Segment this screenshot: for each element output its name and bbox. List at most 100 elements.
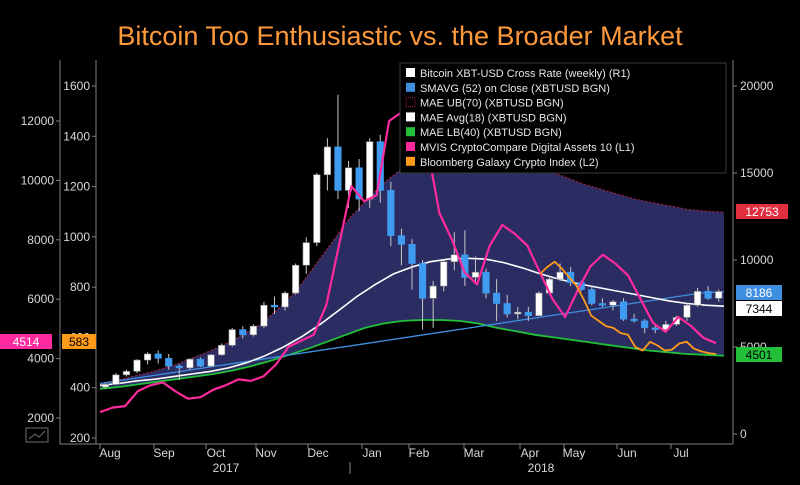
candle	[482, 268, 490, 299]
left-outer-tick-label: 12000	[21, 114, 55, 128]
left-inner-tick-label: 200	[70, 431, 90, 445]
right-tick-label: 15000	[740, 166, 774, 180]
end-labels: 4514 583 12753 8186 7344 4501	[0, 204, 788, 362]
chart-type-icon-frame	[25, 427, 49, 443]
candle-body	[302, 242, 310, 266]
candle	[101, 383, 109, 389]
candle-body	[619, 301, 628, 320]
candle-body	[165, 358, 173, 367]
end-label-text: 12753	[745, 205, 779, 219]
candle	[218, 343, 226, 356]
candle	[165, 353, 173, 370]
candle-body	[228, 329, 236, 346]
candle-body	[292, 264, 300, 294]
candle	[112, 373, 120, 386]
left-outer-tick-label: 2000	[27, 411, 54, 425]
chart-title: Bitcoin Too Enthusiastic vs. the Broader…	[117, 21, 683, 51]
candle-body	[471, 271, 480, 278]
candlesticks	[99, 94, 723, 414]
candle	[693, 287, 702, 307]
candle-body	[715, 291, 723, 299]
candle-body	[503, 303, 511, 315]
candle-body	[524, 311, 532, 316]
candle	[598, 298, 606, 307]
candle-body	[609, 301, 617, 306]
end-label-text: 8186	[746, 286, 773, 300]
candle	[313, 173, 321, 247]
candle	[493, 279, 501, 321]
candle	[133, 359, 141, 374]
candle-body	[281, 292, 289, 308]
right-tick-label: 20000	[740, 79, 774, 93]
end-label-bg	[736, 204, 788, 219]
chart-type-icon	[25, 427, 49, 443]
legend-label: MAE LB(40) (XBTUSD BGN)	[420, 127, 562, 139]
end-label-text: 7344	[746, 302, 773, 316]
end-label-bg	[736, 285, 782, 300]
candle-body	[493, 292, 501, 304]
legend-swatch	[406, 142, 415, 151]
x-tick-label: Mar	[464, 446, 485, 460]
legend-swatch	[406, 68, 415, 77]
candle-body	[196, 358, 205, 367]
legend-label: MAE Avg(18) (XBTUSD BGN)	[420, 112, 567, 124]
candle	[323, 138, 331, 191]
candle	[228, 327, 236, 347]
x-tick-label: Aug	[99, 446, 120, 460]
legend-label: MAE UB(70) (XBTUSD BGN)	[420, 98, 564, 110]
candle-body	[249, 325, 257, 336]
end-label: 12753	[736, 204, 788, 219]
end-label: 4514	[0, 334, 52, 349]
legend-label: Bitcoin XBT-USD Cross Rate (weekly) (R1)	[420, 68, 630, 80]
candle	[408, 239, 416, 290]
candle-body	[323, 146, 331, 176]
candle-body	[122, 371, 131, 376]
x-tick-label: Feb	[409, 446, 430, 460]
candle	[514, 306, 522, 320]
x-tick-label: May	[563, 446, 586, 460]
candle	[154, 350, 162, 364]
x-tick-label: Jun	[617, 446, 636, 460]
candle-body	[683, 304, 691, 318]
candle-body	[482, 271, 490, 294]
legend: Bitcoin XBT-USD Cross Rate (weekly) (R1)…	[399, 62, 727, 174]
candle-body	[186, 358, 194, 369]
candle	[683, 303, 691, 321]
end-label: 8186	[736, 285, 782, 300]
right-tick-label: 10000	[740, 253, 774, 267]
candle-body	[418, 263, 427, 299]
legend-label: SMAVG (52) on Close (XBTUSD BGN)	[420, 83, 610, 95]
series-mae-ub	[99, 148, 725, 385]
candle	[302, 237, 310, 274]
candle	[334, 94, 342, 200]
candle-body	[567, 271, 575, 283]
legend-swatch	[406, 112, 415, 122]
candle	[715, 289, 723, 302]
candle	[260, 301, 268, 328]
candle-body	[387, 190, 395, 236]
candle	[641, 319, 649, 334]
right-tick-label: 0	[740, 427, 747, 441]
candle-body	[376, 141, 384, 191]
left-inner-tick-label: 800	[70, 280, 90, 294]
x-tick-label: Jan	[362, 446, 381, 460]
left-outer-tick-label: 4000	[27, 352, 54, 366]
candle-body	[218, 344, 226, 356]
candle	[122, 369, 131, 377]
left-outer-tick-label: 6000	[27, 292, 54, 306]
candle-body	[112, 374, 120, 385]
x-tick-label: Oct	[207, 446, 226, 460]
candle-body	[429, 285, 437, 299]
candle	[535, 291, 543, 316]
candle	[567, 266, 575, 287]
candle	[387, 181, 395, 247]
candle	[588, 286, 596, 306]
legend-swatch	[405, 97, 416, 108]
candle-body	[355, 167, 363, 200]
candle	[704, 286, 712, 301]
end-label: 7344	[736, 301, 782, 316]
candle	[281, 291, 289, 311]
x-tick-label: Dec	[307, 446, 328, 460]
candle-body	[313, 174, 321, 243]
legend-box	[399, 62, 727, 174]
